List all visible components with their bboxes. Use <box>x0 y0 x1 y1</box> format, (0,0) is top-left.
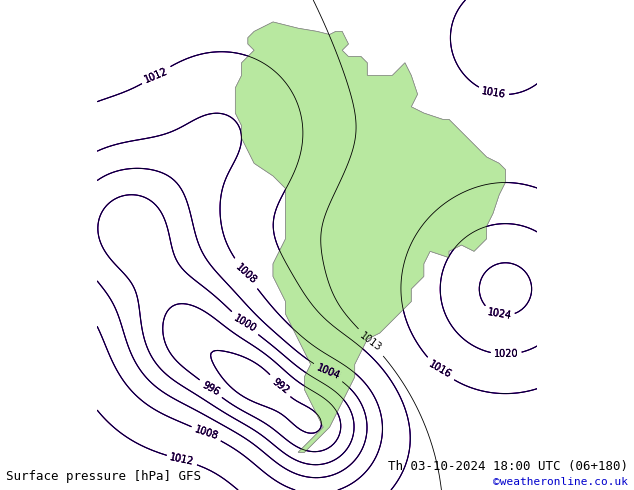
Text: 996: 996 <box>200 380 221 397</box>
Text: 1000: 1000 <box>232 313 258 334</box>
Text: 1013: 1013 <box>358 331 384 354</box>
Text: 996: 996 <box>200 380 221 397</box>
Text: 1016: 1016 <box>481 86 507 100</box>
Text: 1000: 1000 <box>232 313 258 334</box>
Text: Surface pressure [hPa] GFS: Surface pressure [hPa] GFS <box>6 470 202 483</box>
Text: 1012: 1012 <box>143 66 169 84</box>
Text: 1016: 1016 <box>481 86 507 100</box>
Text: 1012: 1012 <box>169 452 195 467</box>
Text: 1020: 1020 <box>494 349 519 359</box>
Text: 1012: 1012 <box>169 452 195 467</box>
Text: 1008: 1008 <box>193 425 219 442</box>
Text: 1000: 1000 <box>232 313 258 334</box>
Text: Th 03-10-2024 18:00 UTC (06+180): Th 03-10-2024 18:00 UTC (06+180) <box>387 461 628 473</box>
Text: 1024: 1024 <box>486 307 512 321</box>
Text: 1016: 1016 <box>481 86 507 100</box>
Text: 992: 992 <box>269 376 290 395</box>
Text: 1020: 1020 <box>494 349 519 359</box>
Text: 1004: 1004 <box>315 363 341 382</box>
Text: 1008: 1008 <box>233 262 258 286</box>
Polygon shape <box>235 22 505 452</box>
Text: 1016: 1016 <box>427 360 453 380</box>
Text: 1008: 1008 <box>193 425 219 442</box>
Text: 1008: 1008 <box>233 262 258 286</box>
Text: 1004: 1004 <box>315 363 341 382</box>
Text: 1008: 1008 <box>193 425 219 442</box>
Text: 992: 992 <box>269 376 290 395</box>
Text: 1024: 1024 <box>486 307 512 321</box>
Text: 1024: 1024 <box>486 307 512 321</box>
Text: 996: 996 <box>200 380 221 397</box>
Polygon shape <box>235 22 505 452</box>
Text: 1012: 1012 <box>143 66 169 84</box>
Text: 1004: 1004 <box>315 363 341 382</box>
Text: 1008: 1008 <box>233 262 258 286</box>
Text: ©weatheronline.co.uk: ©weatheronline.co.uk <box>493 477 628 487</box>
Text: 1016: 1016 <box>427 360 453 380</box>
Text: 1012: 1012 <box>169 452 195 467</box>
Text: 1012: 1012 <box>143 66 169 84</box>
Text: 992: 992 <box>269 376 290 395</box>
Text: 1020: 1020 <box>494 349 519 359</box>
Text: 1016: 1016 <box>427 360 453 380</box>
